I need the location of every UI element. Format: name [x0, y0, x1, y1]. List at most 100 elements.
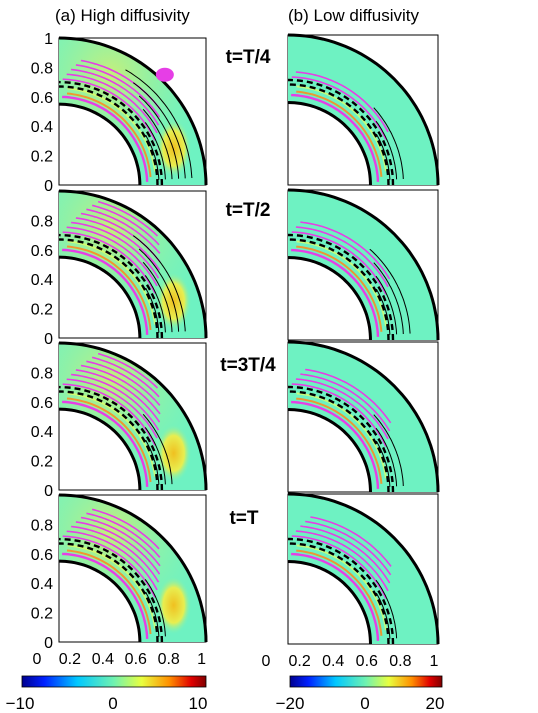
hotspot — [156, 118, 192, 178]
column-title-a: (a) High diffusivity — [55, 6, 190, 25]
magenta-contour — [66, 378, 158, 439]
black-contour — [145, 439, 160, 485]
colorbar-b-max: 20 — [426, 694, 445, 713]
magenta-contour — [305, 520, 392, 576]
y-tick-label: 0.8 — [31, 213, 53, 230]
dashed-line-outer — [58, 385, 164, 491]
panel-a-3 — [58, 341, 208, 491]
y-tick-label: 0.4 — [31, 272, 53, 289]
magenta-contour-inner — [62, 552, 149, 639]
x-tick-label: 0.2 — [288, 653, 310, 670]
magenta-contour — [80, 364, 161, 415]
black-contour — [375, 592, 391, 639]
magenta-contour — [300, 525, 391, 584]
black-contour — [144, 579, 166, 637]
panel-a-4 — [58, 493, 208, 643]
magenta-contour — [305, 368, 392, 424]
magenta-contour — [300, 373, 391, 432]
dashed-line-inner — [58, 85, 159, 186]
inner-boundary — [58, 102, 142, 186]
tachocline-band — [296, 549, 383, 636]
black-contour — [375, 579, 398, 639]
dashed-line-outer — [58, 80, 164, 186]
y-tick-label: 0.6 — [31, 547, 53, 564]
magenta-contour — [71, 373, 160, 431]
magenta-contour-inner — [62, 400, 149, 487]
black-contour — [138, 248, 180, 332]
magenta-contour — [66, 530, 158, 591]
outer-boundary — [287, 492, 440, 645]
tachocline-band-light — [67, 240, 157, 325]
tachocline-band — [66, 549, 152, 635]
magenta-contour — [66, 226, 158, 287]
black-contour — [133, 235, 186, 332]
magenta-contour-inner — [62, 248, 149, 335]
panel-b-2 — [287, 188, 440, 341]
panel-b-1 — [287, 33, 440, 186]
row-label-1: t=T/4 — [226, 47, 271, 68]
tachocline-band — [296, 397, 383, 484]
magenta-contour — [300, 221, 391, 280]
colorbar-a-min: −10 — [6, 694, 35, 713]
x-axis-ticks: 0 0.2 0.4 0.6 0.8 1 0 0.2 0.4 0.6 0.8 1 — [33, 651, 439, 670]
magenta-contour — [62, 78, 156, 141]
hotspot — [156, 575, 192, 635]
panel-a-2 — [58, 189, 208, 339]
black-contour — [373, 414, 404, 487]
row-label-3: t=3T/4 — [220, 355, 276, 376]
colorbar-a — [21, 675, 207, 688]
black-contour — [144, 275, 166, 333]
black-contour — [375, 133, 391, 180]
magenta-contour — [295, 530, 389, 592]
black-contour — [375, 427, 398, 487]
dashed-line-outer — [287, 78, 395, 186]
black-contour — [145, 591, 160, 637]
row-label-2: t=T/2 — [226, 200, 271, 221]
outer-boundary — [287, 188, 440, 341]
black-contour — [373, 107, 404, 180]
magenta-contour — [295, 226, 389, 288]
tachocline-band-light — [67, 544, 157, 629]
hotspot — [156, 271, 192, 331]
black-contour — [142, 108, 173, 180]
colorbar-a-max: 10 — [189, 694, 208, 713]
black-contour — [145, 134, 160, 180]
y-tick-label: 0 — [44, 331, 53, 348]
column-title-b: (b) Low diffusivity — [288, 6, 420, 25]
magenta-contour-inner — [291, 400, 380, 489]
y-tick-label: 0 — [44, 483, 53, 500]
magenta-contour — [91, 508, 160, 550]
magenta-contour — [62, 231, 156, 294]
magenta-contour — [80, 516, 161, 567]
dashed-line-inner — [287, 238, 390, 341]
y-tick-label: 1 — [44, 31, 53, 48]
inner-boundary — [58, 255, 142, 339]
x-tick-label: 0 — [33, 651, 42, 668]
inner-boundary — [287, 101, 372, 186]
x-tick-label: 0.6 — [125, 651, 147, 668]
magenta-contour — [295, 378, 389, 440]
black-contour — [375, 440, 391, 487]
dashed-line-outer — [287, 385, 395, 493]
colorbar-a-mid: 0 — [108, 694, 117, 713]
inner-boundary — [287, 560, 372, 645]
y-tick-label: 0.2 — [31, 149, 53, 166]
dashed-line-inner — [287, 390, 390, 493]
panel-b-4 — [287, 492, 440, 645]
magenta-contour — [291, 535, 387, 599]
magenta-contour — [75, 521, 161, 575]
y-tick-label: 0.4 — [31, 424, 53, 441]
magenta-contour — [97, 352, 159, 389]
row-label-4: t=T — [229, 508, 258, 529]
magenta-contour — [91, 204, 160, 246]
y-tick-label: 0.8 — [31, 60, 53, 77]
black-contour — [145, 287, 160, 333]
dashed-line-outer — [287, 233, 395, 341]
dashed-line-outer — [287, 537, 395, 645]
y-tick-label: 0.2 — [31, 302, 53, 319]
magenta-blob — [155, 67, 174, 82]
black-contour — [144, 122, 166, 180]
dashed-line-inner — [58, 238, 159, 339]
panel-b-3 — [287, 340, 440, 493]
dashed-line-inner — [58, 390, 159, 491]
